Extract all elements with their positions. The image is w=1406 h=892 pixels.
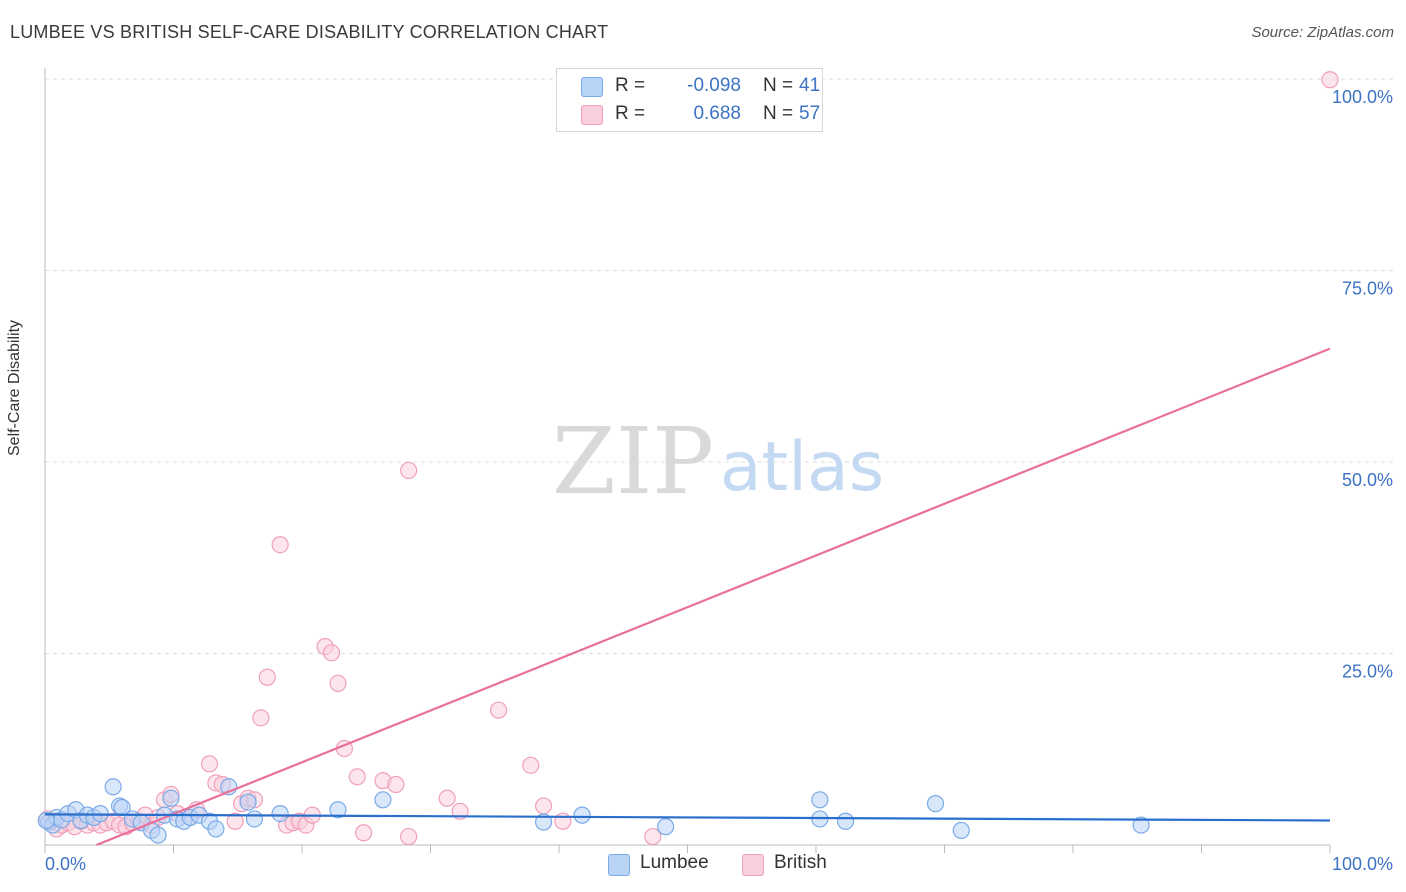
lumbee-point [1132,816,1150,834]
lumbee-point [245,810,264,828]
tick-labels: 25.0% 50.0% 75.0% 100.0% 0.0% 100.0% [45,87,1393,874]
r-label: R = [615,75,646,96]
lumbee-point [162,789,180,807]
watermark-atlas: atlas [720,428,884,507]
y-tick-label: 50.0% [1342,470,1393,490]
british-point [522,756,540,774]
grid-lines [45,78,1395,654]
lumbee-point [573,806,591,824]
british-point [329,674,347,692]
watermark-zip: ZIP [552,408,714,515]
lumbee-point [534,813,553,831]
british-point [400,827,418,846]
british-point [252,709,270,727]
y-tick-label: 100.0% [1332,87,1393,107]
british-point [387,775,405,794]
source-label: Source: ZipAtlas.com [1251,24,1394,41]
british-swatch [581,105,603,125]
british-point [271,536,289,554]
british-point [258,668,276,686]
chart-title: LUMBEE VS BRITISH SELF-CARE DISABILITY C… [10,22,609,42]
british-point [644,827,662,846]
lumbee-point [149,826,167,844]
lumbee-swatch [608,854,630,876]
r-value: 0.688 [693,103,741,124]
r-label: R = [615,103,646,124]
y-axis-label: Self-Care Disability [6,319,23,456]
british-point [200,755,219,773]
lumbee-point [104,778,122,796]
lumbee-point [374,791,392,809]
n-label: N = [763,103,794,124]
british-point [400,461,418,480]
british-point [554,812,572,830]
lumbee-trend-line [44,813,1331,822]
british-trend-line [95,347,1331,847]
correlation-legend: R = -0.098 N = 41 R = 0.688 N = 57 [556,68,823,132]
series-legend: Lumbee British [0,852,1406,878]
data-points [37,71,1339,846]
axes [44,68,1331,853]
legend-label: British [774,852,827,873]
british-point [226,812,244,830]
x-tick-label: 0.0% [45,854,86,874]
british-point [322,644,341,662]
lumbee-point [207,820,225,838]
y-tick-label: 75.0% [1342,279,1393,299]
british-point [1321,71,1339,89]
lumbee-point [271,804,289,823]
british-swatch [742,854,764,876]
lumbee-point [657,818,675,836]
british-point [348,768,366,786]
british-point [355,824,373,842]
trend-lines [44,347,1331,847]
n-value: 57 [799,103,821,124]
lumbee-point [329,801,347,819]
r-value: -0.098 [687,75,741,96]
x-tick-label: 100.0% [1332,854,1393,874]
lumbee-swatch [581,77,603,97]
british-point [490,701,508,719]
british-point [438,789,456,807]
watermark: ZIP atlas [552,408,884,515]
legend-label: Lumbee [640,852,709,873]
n-value: 41 [799,75,821,96]
lumbee-point [836,812,855,830]
lumbee-point [811,791,829,809]
n-label: N = [763,75,794,96]
y-tick-label: 25.0% [1342,662,1393,682]
lumbee-point [952,821,970,840]
lumbee-point [926,795,945,813]
lumbee-point [37,811,55,830]
british-point [534,797,553,815]
lumbee-point [239,793,257,811]
